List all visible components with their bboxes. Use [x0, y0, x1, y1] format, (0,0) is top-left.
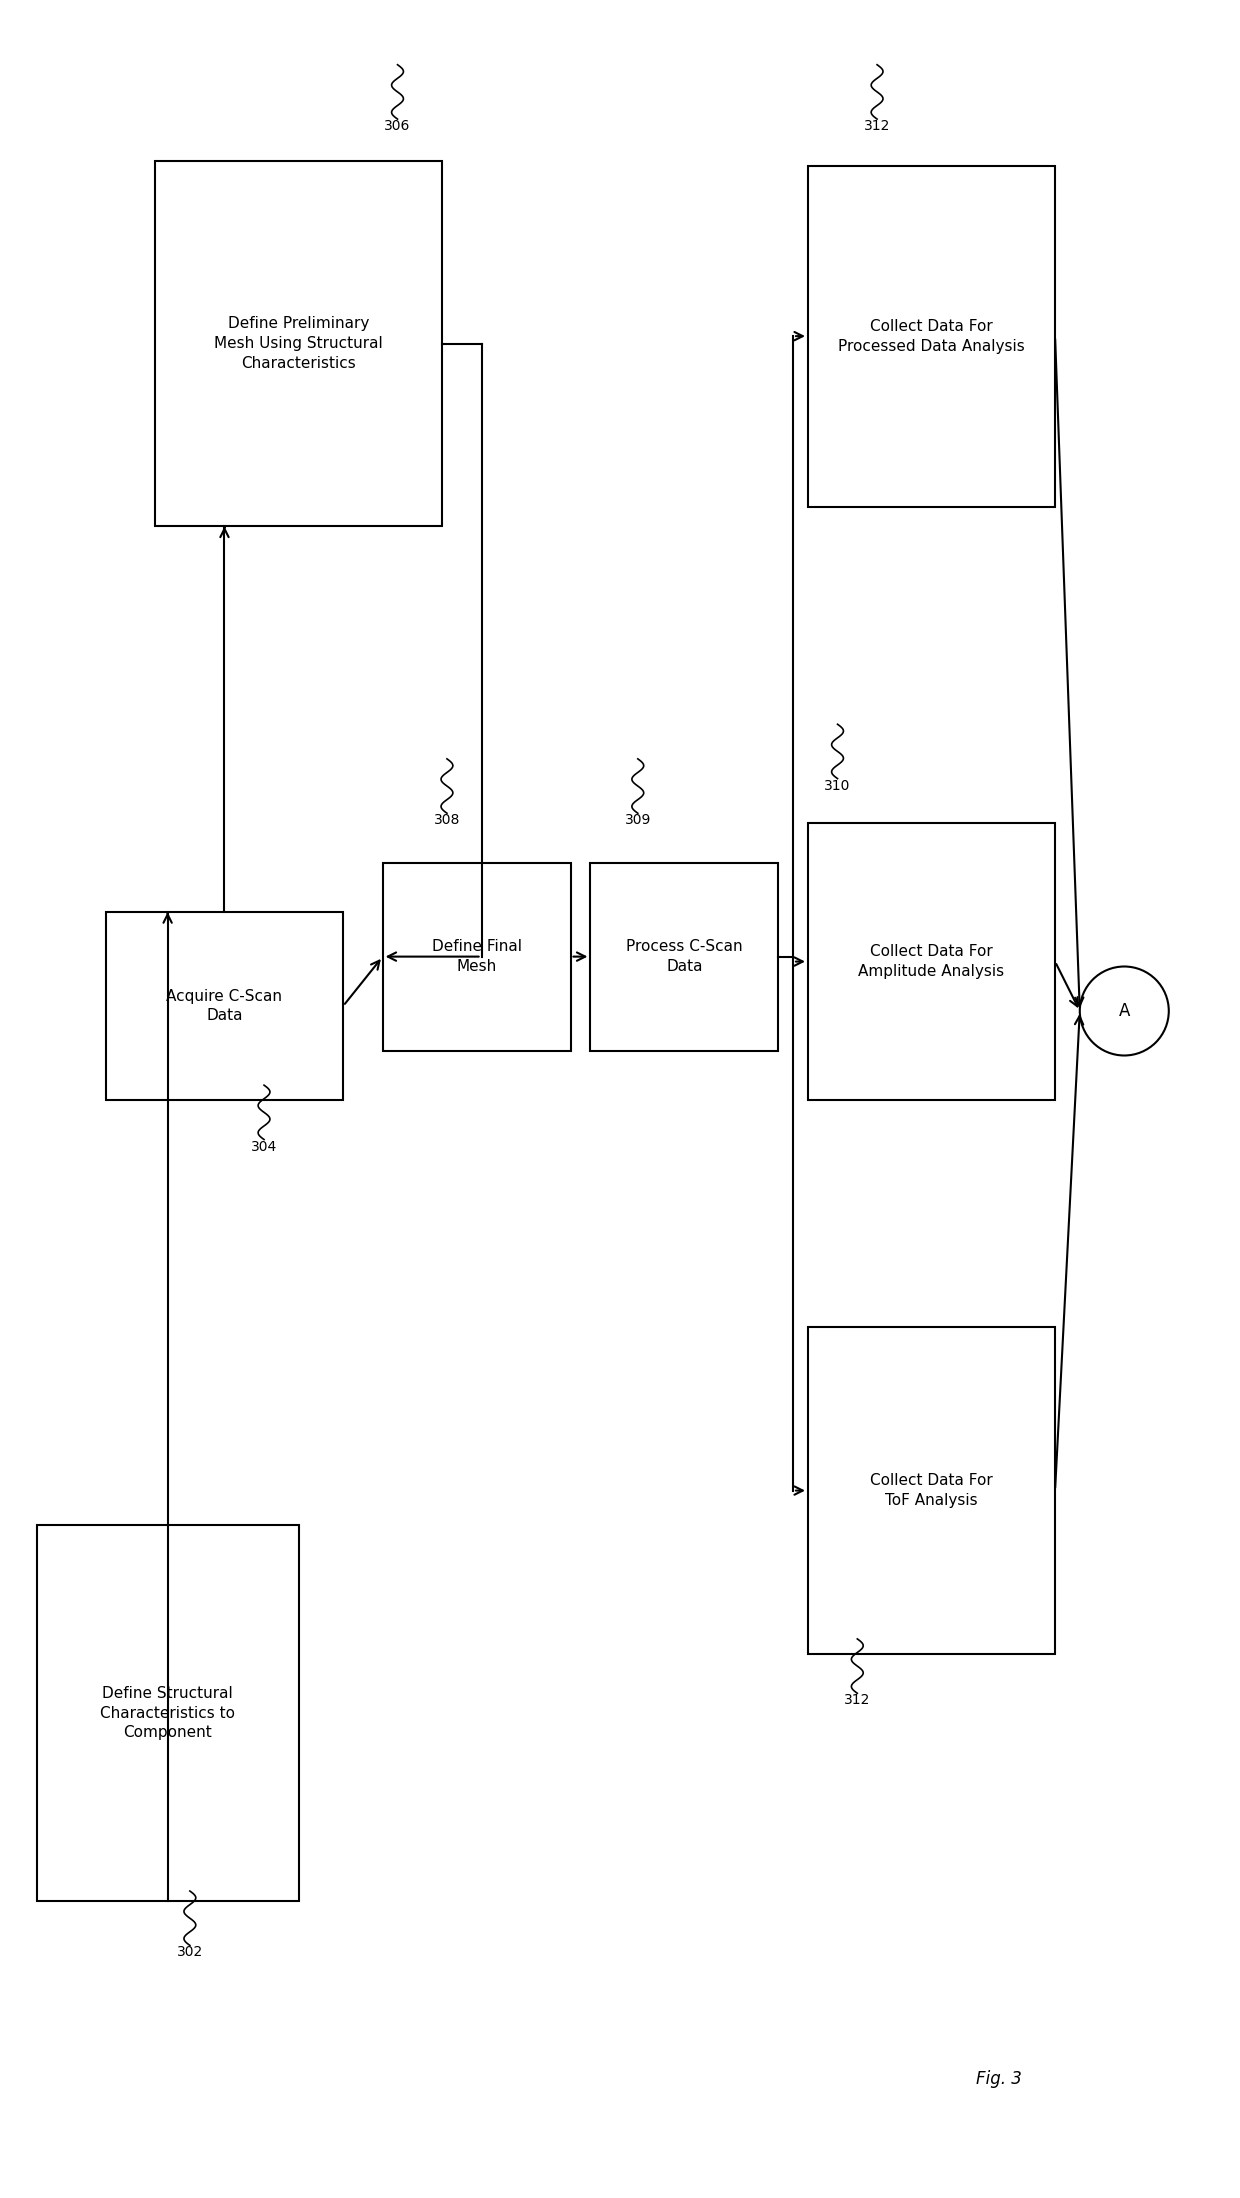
Text: Process C-Scan
Data: Process C-Scan Data — [626, 939, 743, 974]
Text: 308: 308 — [434, 813, 460, 826]
Bar — [383, 862, 570, 1051]
Text: Collect Data For
ToF Analysis: Collect Data For ToF Analysis — [870, 1473, 993, 1508]
Text: 304: 304 — [250, 1139, 278, 1154]
Bar — [590, 862, 779, 1051]
Text: Collect Data For
Processed Data Analysis: Collect Data For Processed Data Analysis — [838, 319, 1024, 354]
Bar — [808, 165, 1055, 508]
Bar — [155, 160, 441, 528]
Bar — [808, 822, 1055, 1099]
Text: 302: 302 — [177, 1945, 203, 1958]
Text: Fig. 3: Fig. 3 — [976, 2071, 1022, 2088]
Text: Define Structural
Characteristics to
Component: Define Structural Characteristics to Com… — [100, 1686, 236, 1741]
Bar — [37, 1525, 299, 1901]
Text: A: A — [1118, 1002, 1130, 1020]
Text: Acquire C-Scan
Data: Acquire C-Scan Data — [166, 989, 283, 1024]
Text: Define Final
Mesh: Define Final Mesh — [432, 939, 522, 974]
Text: 312: 312 — [864, 119, 890, 134]
Text: 306: 306 — [384, 119, 410, 134]
Text: 309: 309 — [625, 813, 651, 826]
Text: 310: 310 — [825, 778, 851, 793]
Text: Collect Data For
Amplitude Analysis: Collect Data For Amplitude Analysis — [858, 945, 1004, 978]
Bar — [808, 1328, 1055, 1653]
Text: 312: 312 — [844, 1692, 870, 1708]
Ellipse shape — [1080, 967, 1169, 1055]
Bar — [105, 912, 343, 1099]
Text: Define Preliminary
Mesh Using Structural
Characteristics: Define Preliminary Mesh Using Structural… — [215, 317, 383, 371]
